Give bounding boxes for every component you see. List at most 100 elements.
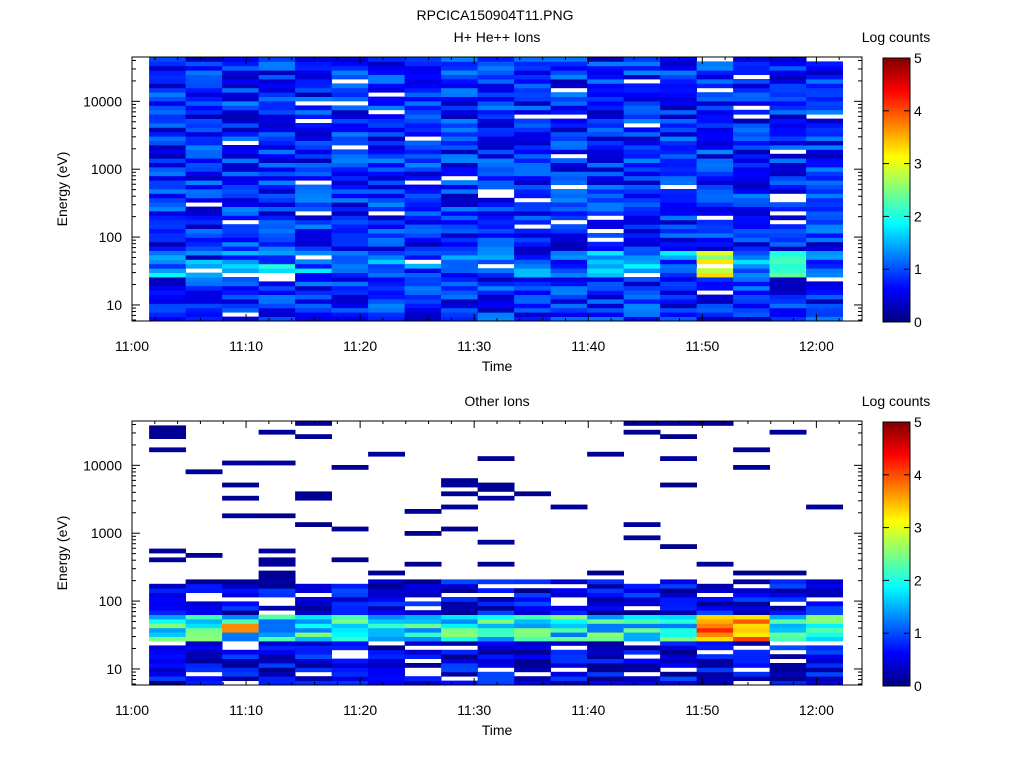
heatmap-cell <box>368 189 406 194</box>
heatmap-cell <box>368 307 406 313</box>
heatmap-cell <box>441 246 479 251</box>
heatmap-cell <box>149 312 187 317</box>
heatmap-cell <box>696 101 734 106</box>
heatmap-cell <box>441 605 479 611</box>
heatmap-cell <box>222 149 260 155</box>
heatmap-cell <box>368 636 406 642</box>
heatmap-cell <box>587 153 625 159</box>
heatmap-cell <box>477 290 515 295</box>
heatmap-cell <box>660 579 698 585</box>
heatmap-cell <box>623 303 661 309</box>
heatmap-cell <box>222 676 260 681</box>
heatmap-cell <box>331 92 369 97</box>
heatmap-cell <box>258 180 296 185</box>
heatmap-cell <box>185 250 223 256</box>
heatmap-cell <box>733 465 771 470</box>
heatmap-cell <box>258 259 296 265</box>
heatmap-cell <box>550 105 588 111</box>
heatmap-cell <box>185 316 223 322</box>
heatmap-cell <box>295 184 333 190</box>
heatmap-cell <box>550 70 588 75</box>
heatmap-cell <box>258 268 296 273</box>
heatmap-cell <box>295 136 333 141</box>
heatmap-cell <box>441 597 479 602</box>
heatmap-cell <box>368 654 406 659</box>
heatmap-cell <box>550 193 588 199</box>
heatmap-cell <box>696 105 734 111</box>
heatmap-cell <box>258 285 296 291</box>
heatmap-cell <box>149 263 187 269</box>
heatmap-cell <box>258 193 296 199</box>
heatmap-cell <box>368 215 406 221</box>
heatmap-cell <box>404 654 442 659</box>
heatmap-cell <box>368 65 406 71</box>
heatmap-cell <box>258 175 296 181</box>
heatmap-cell <box>258 255 296 260</box>
heatmap-cell <box>769 680 807 686</box>
heatmap-cell <box>696 601 734 607</box>
heatmap-cell <box>331 667 369 673</box>
heatmap-cell <box>477 680 515 686</box>
y-tick-label: 100 <box>99 229 123 245</box>
heatmap-cell <box>404 158 442 163</box>
heatmap-cell <box>404 175 442 181</box>
heatmap-cell <box>441 303 479 309</box>
heatmap-cell <box>696 259 734 265</box>
heatmap-cell <box>149 79 187 84</box>
heatmap-cell <box>806 299 844 304</box>
heatmap-cell <box>514 219 552 225</box>
heatmap-cell <box>550 109 588 115</box>
heatmap-cell <box>222 255 260 260</box>
heatmap-cell <box>660 277 698 282</box>
heatmap-cell <box>477 671 515 677</box>
heatmap-cell <box>806 224 844 229</box>
heatmap-cell <box>733 299 771 304</box>
panel-other-ions: Other Ions Log counts 11:00 11:10 11:20 11:… <box>54 393 930 738</box>
heatmap-cell <box>806 197 844 203</box>
heatmap-cell <box>331 255 369 260</box>
heatmap-cell <box>806 228 844 234</box>
heatmap-cell <box>806 61 844 67</box>
heatmap-cell <box>660 434 698 439</box>
heatmap-cell <box>441 109 479 115</box>
heatmap-cell <box>660 307 698 313</box>
heatmap-cell <box>769 206 807 212</box>
heatmap-cell <box>587 171 625 177</box>
heatmap-cell <box>331 299 369 304</box>
heatmap-cell <box>806 268 844 273</box>
heatmap-cell <box>660 649 698 655</box>
heatmap-cell <box>441 136 479 141</box>
heatmap-cell <box>295 140 333 146</box>
heatmap-cell <box>258 246 296 251</box>
heatmap-cells <box>149 57 844 322</box>
heatmap-cell <box>477 605 515 611</box>
heatmap-cell <box>404 127 442 133</box>
heatmap-cell <box>185 263 223 269</box>
heatmap-cell <box>295 158 333 163</box>
heatmap-cell <box>149 118 187 124</box>
heatmap-cell <box>368 610 406 615</box>
heatmap-cell <box>806 285 844 291</box>
heatmap-cell <box>806 175 844 181</box>
heatmap-cell <box>368 123 406 128</box>
heatmap-cell <box>404 228 442 234</box>
heatmap-cell <box>660 114 698 119</box>
heatmap-cell <box>441 299 479 304</box>
heatmap-cell <box>222 211 260 216</box>
heatmap-cell <box>514 676 552 681</box>
heatmap-cell <box>331 597 369 602</box>
heatmap-cell <box>222 83 260 89</box>
x-tick-label: 11:30 <box>457 338 491 354</box>
x-axis-ticks: 11:00 11:10 11:20 11:30 11:40 11:50 12:00 <box>115 421 840 718</box>
heatmap-cell <box>368 105 406 111</box>
heatmap-cell <box>514 605 552 611</box>
heatmap-cell <box>258 79 296 84</box>
heatmap-cell <box>769 307 807 313</box>
heatmap-cell <box>185 246 223 251</box>
heatmap-cell <box>477 250 515 256</box>
heatmap-cell <box>660 263 698 269</box>
heatmap-cell <box>149 307 187 313</box>
heatmap-cell <box>441 180 479 185</box>
heatmap-cell <box>550 101 588 106</box>
heatmap-cell <box>733 233 771 238</box>
